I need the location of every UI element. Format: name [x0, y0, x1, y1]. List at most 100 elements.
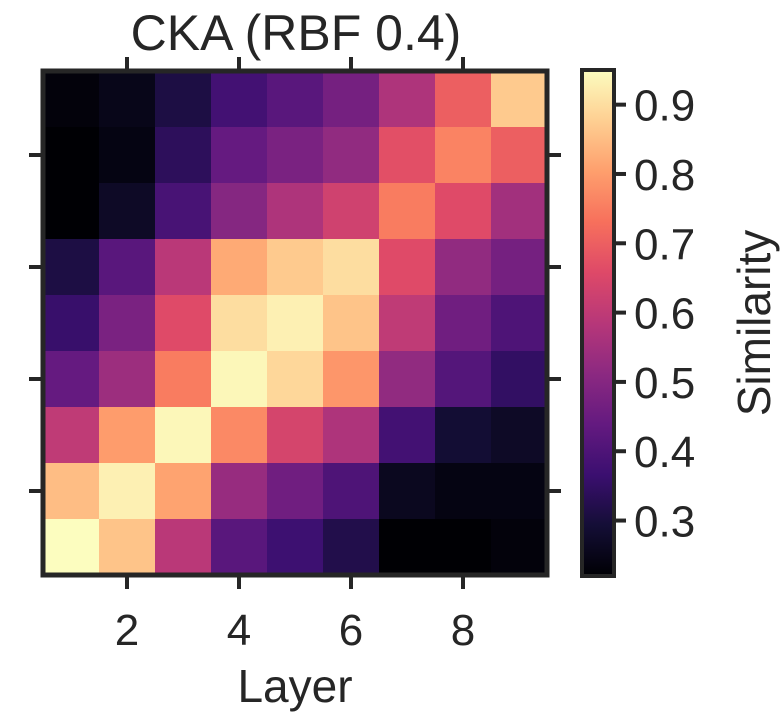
heatmap-cell	[323, 407, 380, 464]
chart-title: CKA (RBF 0.4)	[131, 5, 462, 61]
heatmap-cell	[379, 127, 436, 184]
heatmap-cell	[155, 407, 212, 464]
heatmap-cell	[491, 239, 548, 296]
heatmap-cell	[435, 295, 492, 352]
heatmap-cell	[435, 71, 492, 128]
heatmap-cell	[155, 183, 212, 240]
heatmap-cell	[267, 295, 324, 352]
heatmap-cell	[491, 127, 548, 184]
heatmap-cell	[379, 239, 436, 296]
heatmap-cell	[155, 127, 212, 184]
heatmap-cell	[323, 295, 380, 352]
x-axis-ticks: 2 4 6 8	[115, 57, 475, 655]
heatmap-cell	[99, 183, 156, 240]
x-tick-label: 2	[115, 606, 139, 655]
heatmap-cell	[267, 463, 324, 520]
heatmap-cell	[43, 463, 100, 520]
heatmap-cell	[211, 295, 268, 352]
heatmap-cell	[435, 127, 492, 184]
colorbar-tick-label: 0.4	[634, 428, 695, 477]
heatmap-cell	[491, 183, 548, 240]
heatmap-cell	[155, 71, 212, 128]
heatmap-cell	[323, 239, 380, 296]
heatmap-cell	[99, 71, 156, 128]
heatmap-cell	[379, 295, 436, 352]
heatmap-cell	[491, 71, 548, 128]
colorbar-tick-label: 0.5	[634, 359, 695, 408]
heatmap-cell	[99, 239, 156, 296]
heatmap-cell	[267, 407, 324, 464]
x-tick-label: 4	[227, 606, 251, 655]
heatmap-cell	[435, 351, 492, 408]
heatmap-cell	[379, 407, 436, 464]
heatmap-cell	[211, 127, 268, 184]
heatmap-cell	[491, 519, 548, 576]
heatmap-cell	[267, 519, 324, 576]
heatmap-cell	[43, 127, 100, 184]
colorbar-tick-label: 0.9	[634, 82, 695, 131]
heatmap-cell	[323, 183, 380, 240]
heatmap-cell	[211, 239, 268, 296]
heatmap-cell	[211, 519, 268, 576]
y-axis-ticks	[29, 153, 561, 493]
colorbar-ticks: 0.3 0.4 0.5 0.6 0.7 0.8 0.9	[614, 82, 695, 547]
heatmap-cell	[323, 351, 380, 408]
heatmap-cell	[99, 295, 156, 352]
colorbar-tick-label: 0.7	[634, 220, 695, 269]
heatmap-cell	[43, 295, 100, 352]
heatmap-cell	[155, 239, 212, 296]
heatmap-cells	[43, 71, 548, 576]
heatmap-cell	[491, 295, 548, 352]
heatmap-cell	[491, 407, 548, 464]
heatmap-cell	[155, 351, 212, 408]
heatmap-cell	[43, 407, 100, 464]
heatmap-cell	[43, 183, 100, 240]
colorbar-label: Similarity	[728, 230, 780, 417]
x-axis-label: Layer	[237, 660, 352, 712]
heatmap-cell	[267, 127, 324, 184]
heatmap-cell	[379, 183, 436, 240]
heatmap-cell	[379, 463, 436, 520]
heatmap-cell	[43, 519, 100, 576]
heatmap-cell	[267, 351, 324, 408]
colorbar	[582, 70, 614, 576]
heatmap-cell	[43, 71, 100, 128]
heatmap-cell	[435, 183, 492, 240]
heatmap-cell	[435, 239, 492, 296]
heatmap-cell	[43, 239, 100, 296]
heatmap-cell	[435, 519, 492, 576]
x-tick-label: 8	[451, 606, 475, 655]
heatmap-cell	[43, 351, 100, 408]
x-tick-label: 6	[339, 606, 363, 655]
heatmap-cell	[379, 519, 436, 576]
heatmap-cell	[435, 407, 492, 464]
heatmap-cell	[211, 351, 268, 408]
heatmap-cell	[323, 127, 380, 184]
heatmap-cell	[323, 519, 380, 576]
heatmap-cell	[99, 351, 156, 408]
heatmap-cell	[155, 295, 212, 352]
heatmap-cell	[99, 519, 156, 576]
heatmap-cell	[491, 351, 548, 408]
heatmap-cell	[267, 183, 324, 240]
heatmap-cell	[435, 463, 492, 520]
heatmap-cell	[99, 463, 156, 520]
heatmap-cell	[155, 519, 212, 576]
colorbar-tick-label: 0.8	[634, 151, 695, 200]
heatmap-cell	[323, 71, 380, 128]
heatmap-cell	[491, 463, 548, 520]
heatmap-cell	[155, 463, 212, 520]
heatmap-cell	[379, 71, 436, 128]
heatmap-cell	[211, 407, 268, 464]
heatmap-cell	[99, 127, 156, 184]
heatmap-cell	[99, 407, 156, 464]
heatmap-cell	[267, 239, 324, 296]
colorbar-tick-label: 0.3	[634, 498, 695, 547]
heatmap-cell	[211, 71, 268, 128]
colorbar-tick-label: 0.6	[634, 290, 695, 339]
heatmap-cell	[211, 463, 268, 520]
heatmap-cell	[379, 351, 436, 408]
heatmap-cell	[323, 463, 380, 520]
heatmap-cell	[211, 183, 268, 240]
